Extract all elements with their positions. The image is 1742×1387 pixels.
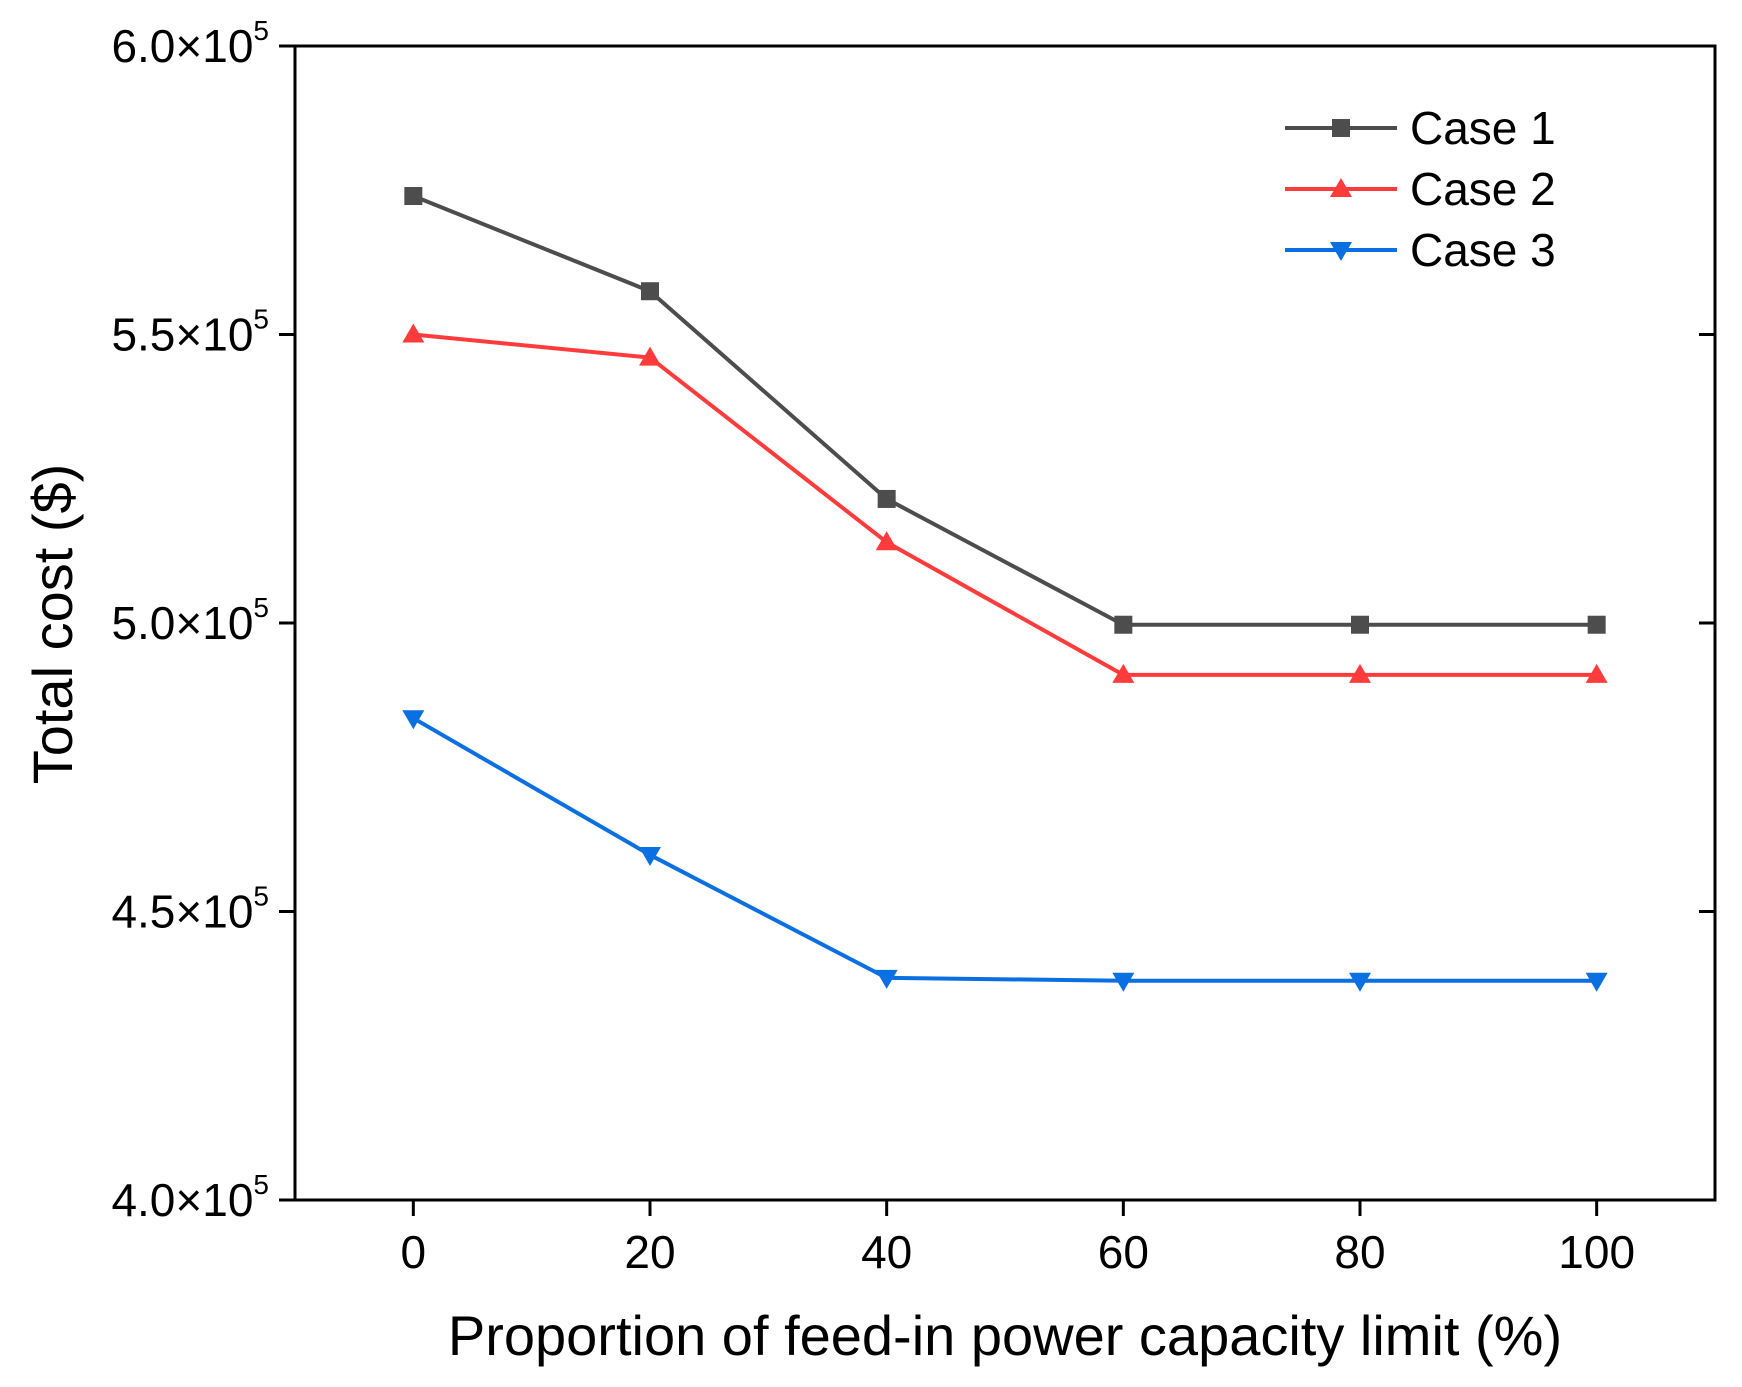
data-point (875, 531, 898, 551)
y-tick-label: 4.5×105 (111, 881, 269, 938)
data-point (402, 323, 425, 343)
data-point (639, 346, 661, 366)
data-point (1349, 663, 1371, 683)
x-axis-title: Proportion of feed-in power capacity lim… (448, 1304, 1562, 1367)
data-point (1585, 972, 1608, 992)
legend-marker (1332, 119, 1350, 137)
y-tick-label: 5.0×105 (111, 592, 269, 649)
data-point (402, 710, 425, 730)
y-axis-title: Total cost ($) (21, 464, 84, 785)
x-tick-label: 60 (1098, 1226, 1149, 1278)
data-point (641, 282, 659, 301)
data-point (1112, 663, 1135, 683)
x-tick-label: 0 (401, 1226, 427, 1278)
x-tick-label: 100 (1558, 1226, 1635, 1278)
data-point (404, 187, 423, 206)
y-tick-label: 5.5×105 (111, 304, 269, 361)
data-point (1349, 972, 1371, 992)
data-point (1587, 615, 1606, 634)
series-line (412, 716, 1597, 983)
x-axis: 0 20 40 60 80 100 (401, 1200, 1635, 1278)
legend-label: Case 2 (1410, 163, 1556, 215)
x-tick-label: 20 (624, 1226, 675, 1278)
y-tick-label: 4.0×105 (111, 1169, 269, 1226)
series-3 (402, 710, 1608, 992)
series-line (413, 332, 1597, 677)
series-layer (402, 187, 1608, 992)
legend-label: Case 1 (1410, 102, 1556, 154)
series-1 (404, 187, 1606, 634)
legend-marker (1330, 178, 1352, 197)
x-tick-label: 40 (861, 1226, 912, 1278)
series-line (412, 194, 1597, 627)
data-point (1351, 615, 1369, 634)
data-point (639, 846, 661, 866)
series-2 (402, 323, 1608, 683)
data-point (1585, 663, 1608, 683)
data-point (1114, 615, 1133, 634)
data-point (877, 489, 896, 508)
data-point (875, 969, 898, 989)
legend-label: Case 3 (1410, 224, 1556, 276)
y-tick-label: 6.0×105 (111, 15, 269, 72)
y-axis: 4.0×105 4.5×105 5.0×105 5.5×105 6.0×105 (111, 15, 1715, 1226)
x-tick-label: 80 (1334, 1226, 1385, 1278)
legend-marker (1330, 242, 1352, 261)
legend: Case 1 Case 2 Case 3 (1285, 102, 1556, 276)
data-point (1112, 972, 1135, 992)
